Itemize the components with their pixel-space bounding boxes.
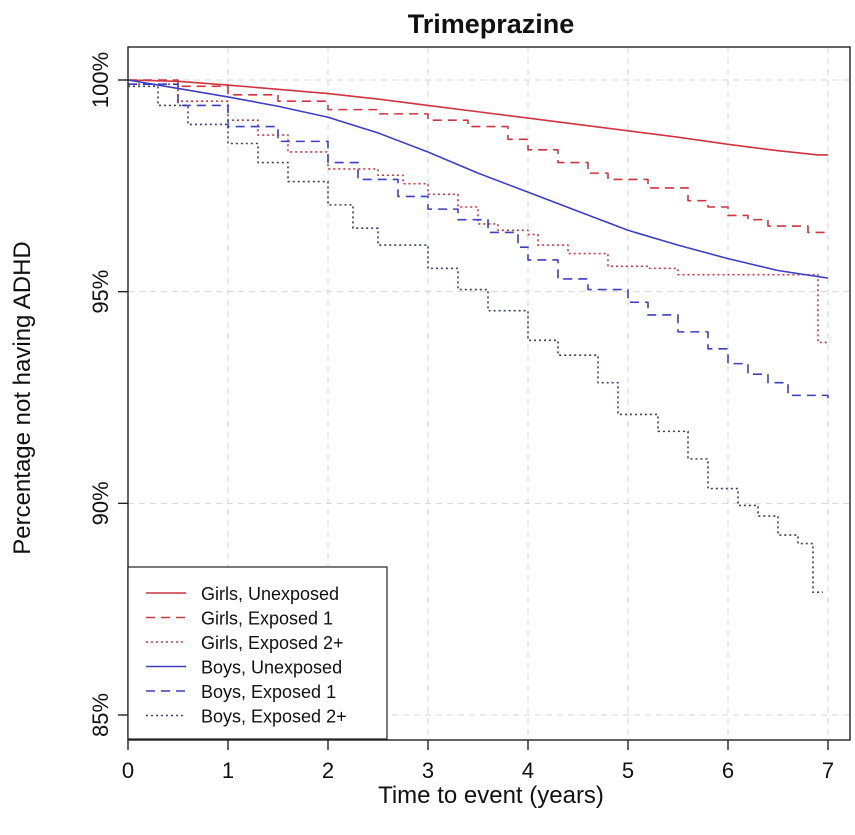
legend: Girls, Unexposed Girls, Exposed 1 Girls, E… [127, 566, 388, 740]
x-tick-label: 1 [222, 758, 234, 783]
legend-label: Girls, Unexposed [201, 584, 339, 604]
y-tick-label: 100% [88, 52, 113, 108]
x-tick-label: 2 [322, 758, 334, 783]
axes: 0 1 2 3 4 5 6 7 85% 90% 95% 100% [88, 52, 834, 783]
x-tick-label: 7 [822, 758, 834, 783]
x-tick-label: 3 [422, 758, 434, 783]
x-tick-label: 4 [522, 758, 534, 783]
legend-box [127, 566, 388, 740]
legend-label: Boys, Exposed 1 [201, 682, 336, 702]
series-line-3 [127, 79, 829, 279]
legend-label: Boys, Unexposed [201, 658, 342, 678]
x-tick-label: 6 [722, 758, 734, 783]
x-tick-label: 5 [622, 758, 634, 783]
series-line-5 [128, 85, 823, 594]
y-tick-label: 90% [88, 481, 113, 525]
legend-items: Girls, Unexposed Girls, Exposed 1 Girls, E… [146, 584, 347, 727]
legend-label: Boys, Exposed 2+ [201, 707, 347, 727]
y-tick-label: 95% [88, 270, 113, 314]
series-line-0 [127, 79, 828, 156]
legend-label: Girls, Exposed 2+ [201, 633, 344, 653]
plot-frame [127, 46, 851, 741]
y-axis-label: Percentage not having ADHD [9, 241, 36, 555]
chart-title: Trimeprazine [408, 9, 575, 39]
series-line-2 [128, 83, 828, 344]
x-tick-label: 0 [122, 758, 134, 783]
series-line-1 [128, 79, 828, 234]
legend-label: Girls, Exposed 1 [201, 609, 333, 629]
series-group [127, 79, 829, 594]
series-line-4 [128, 83, 829, 400]
x-axis-label: Time to event (years) [378, 782, 604, 809]
y-tick-label: 85% [88, 693, 113, 737]
